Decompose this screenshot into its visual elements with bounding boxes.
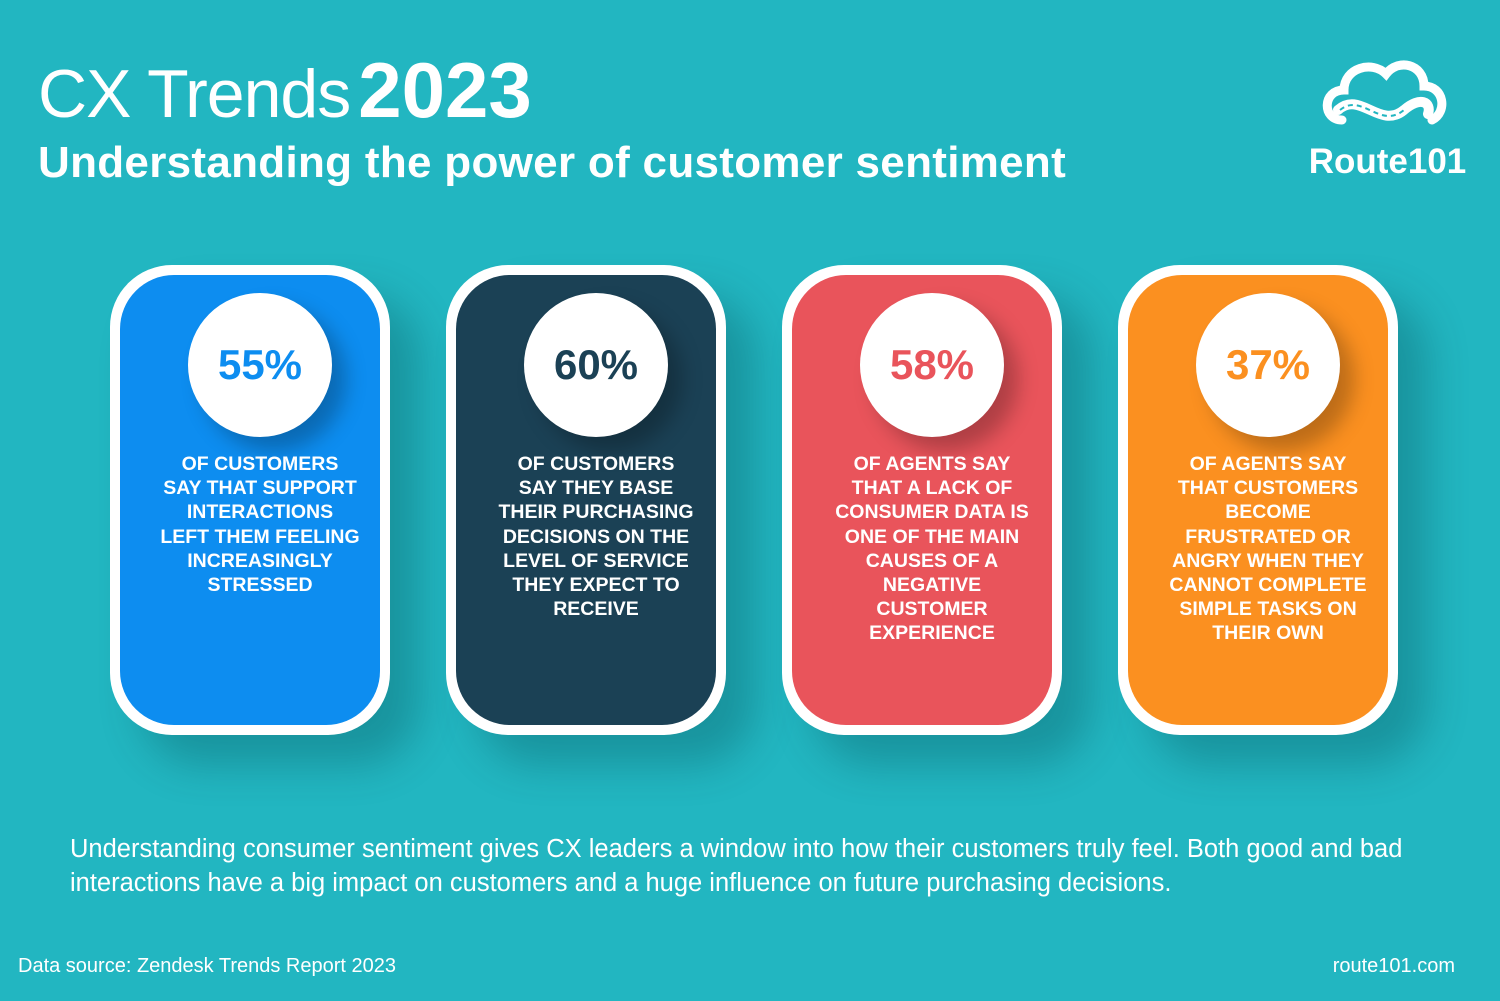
card-body: 55% OF CUSTOMERS SAY THAT SUPPORT INTERA…	[120, 275, 380, 725]
stat-text: OF AGENTS SAY THAT A LACK OF CONSUMER DA…	[835, 453, 1029, 645]
card-body: 60% OF CUSTOMERS SAY THEY BASE THEIR PUR…	[456, 275, 716, 725]
website: route101.com	[1332, 955, 1455, 977]
card-body: 58% OF AGENTS SAY THAT A LACK OF CONSUME…	[792, 275, 1052, 725]
source: Data source: Zendesk Trends Report 2023	[18, 955, 396, 977]
stat-card: 55% OF CUSTOMERS SAY THAT SUPPORT INTERA…	[110, 265, 390, 735]
brand-name: Route101	[1308, 142, 1467, 181]
stat-text: OF CUSTOMERS SAY THEY BASE THEIR PURCHAS…	[498, 453, 694, 621]
title-bold: 2023	[358, 46, 532, 134]
stat-card: 58% OF AGENTS SAY THAT A LACK OF CONSUME…	[782, 265, 1062, 735]
subtitle: Understanding the power of customer sent…	[38, 138, 1067, 187]
logo	[1322, 60, 1447, 125]
description: Understanding consumer sentiment gives C…	[70, 835, 1403, 897]
stat-card: 60% OF CUSTOMERS SAY THEY BASE THEIR PUR…	[446, 265, 726, 735]
stat-card: 37% OF AGENTS SAY THAT CUSTOMERS BECOME …	[1118, 265, 1398, 735]
stat: 60%	[524, 293, 668, 437]
stat: 55%	[188, 293, 332, 437]
card-body: 37% OF AGENTS SAY THAT CUSTOMERS BECOME …	[1128, 275, 1388, 725]
stat: 37%	[1196, 293, 1340, 437]
title-light: CX Trends	[38, 56, 351, 132]
title: CX Trends 2023	[38, 50, 532, 134]
stat-text: OF CUSTOMERS SAY THAT SUPPORT INTERACTIO…	[160, 453, 360, 597]
stat-text: OF AGENTS SAY THAT CUSTOMERS BECOME FRUS…	[1169, 453, 1367, 645]
stat: 58%	[860, 293, 1004, 437]
